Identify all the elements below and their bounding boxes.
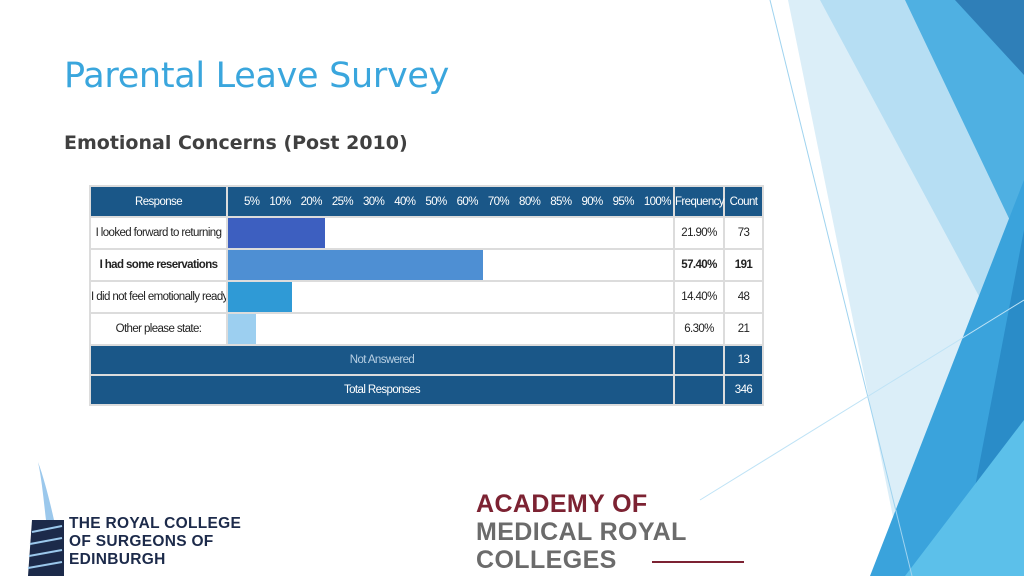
rcs-wordmark: THE ROYAL COLLEGE OF SURGEONS OF EDINBUR…	[69, 515, 241, 569]
table-row: I had some reservations 57.40% 191	[89, 248, 764, 282]
not-answered-label: Not Answered	[89, 344, 675, 376]
row-label: I did not feel emotionally ready to	[89, 280, 228, 314]
bar-cell	[226, 312, 675, 346]
slide-title: Parental Leave Survey	[64, 56, 450, 96]
row-label: Other please state:	[89, 312, 228, 346]
scale-tick-label: 10%	[269, 195, 291, 208]
rcs-line-2: OF SURGEONS OF	[69, 533, 214, 550]
scale-tick-label: 5%	[244, 195, 260, 208]
scale-tick-label: 95%	[612, 195, 635, 208]
total-frequency	[673, 374, 725, 406]
response-bar	[228, 218, 326, 248]
row-count: 73	[723, 216, 764, 250]
bar-cell	[226, 216, 675, 250]
scale-tick-label: 80%	[519, 195, 541, 208]
total-label: Total Responses	[89, 374, 675, 406]
bar-cell	[226, 280, 675, 314]
scale-tick-label: 30%	[363, 195, 385, 208]
header-count: Count	[723, 185, 764, 218]
scale-tick-label: 100%	[643, 195, 672, 208]
row-label: I looked forward to returning	[89, 216, 228, 250]
table-header-row: Response 5% 10% 20% 25% 30% 40% 50% 60% 70% 80% 85…	[89, 185, 764, 218]
row-frequency: 6.30%	[673, 312, 725, 346]
scale-tick-label: 90%	[581, 195, 603, 208]
bar-cell	[226, 248, 675, 282]
scale-tick-label: 70%	[487, 195, 510, 208]
amrc-logo: ACADEMY OF MEDICAL ROYAL COLLEGES	[476, 490, 687, 574]
row-count: 48	[723, 280, 764, 314]
response-bar	[228, 314, 257, 344]
scale-tick-label: 50%	[425, 195, 447, 208]
rcs-line-1: THE ROYAL COLLEGE	[69, 515, 242, 532]
row-frequency: 14.40%	[673, 280, 725, 314]
rcs-edinburgh-logo-icon	[27, 462, 64, 576]
amrc-line-3: COLLEGES	[476, 546, 617, 574]
total-row: Total Responses 346	[89, 374, 764, 406]
amrc-line-2: MEDICAL ROYAL	[476, 518, 687, 546]
not-answered-row: Not Answered 13	[89, 344, 764, 376]
amrc-underline	[652, 561, 744, 563]
slide-subtitle: Emotional Concerns (Post 2010)	[64, 132, 408, 154]
table-row: I looked forward to returning 21.90% 73	[89, 216, 764, 250]
rcs-line-3: EDINBURGH	[69, 551, 166, 568]
percent-scale: 5% 10% 20% 25% 30% 40% 50% 60% 70% 80% 85% 90% 95% 10…	[228, 196, 673, 208]
scale-tick-label: 40%	[394, 195, 416, 208]
table-row: I did not feel emotionally ready to 14.4…	[89, 280, 764, 314]
scale-tick-label: 85%	[550, 195, 572, 208]
not-answered-count: 13	[723, 344, 764, 376]
response-bar	[228, 282, 293, 312]
not-answered-frequency	[673, 344, 725, 376]
survey-results-table: Response 5% 10% 20% 25% 30% 40% 50% 60% 70% 80% 85…	[89, 185, 764, 406]
row-count: 191	[723, 248, 764, 282]
row-frequency: 57.40%	[673, 248, 725, 282]
scale-tick-label: 60%	[456, 195, 479, 208]
row-label: I had some reservations	[89, 248, 228, 282]
row-count: 21	[723, 312, 764, 346]
header-frequency: Frequency	[673, 185, 725, 218]
scale-tick-label: 25%	[331, 195, 354, 208]
response-bar	[228, 250, 484, 280]
header-response: Response	[89, 185, 228, 218]
scale-tick-label: 20%	[300, 195, 323, 208]
header-scale: 5% 10% 20% 25% 30% 40% 50% 60% 70% 80% 85% 90% 95% 10…	[227, 185, 674, 218]
amrc-line-1: ACADEMY OF	[476, 490, 648, 518]
table-row: Other please state: 6.30% 21	[89, 312, 764, 346]
total-count: 346	[723, 374, 764, 406]
row-frequency: 21.90%	[673, 216, 725, 250]
